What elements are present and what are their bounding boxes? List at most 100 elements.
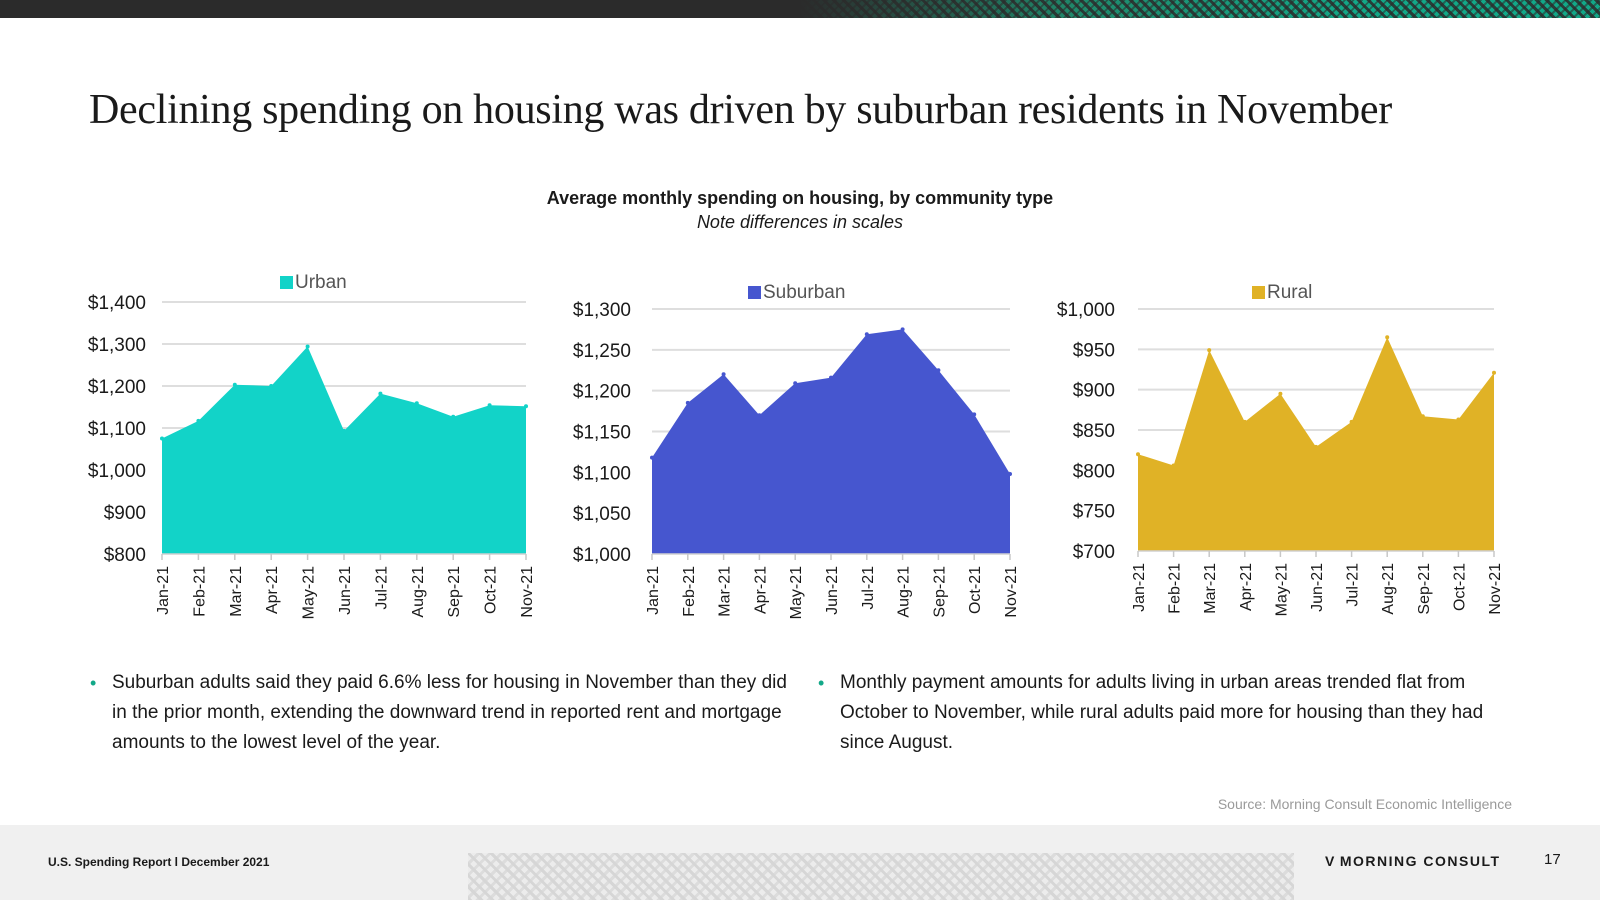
- data-point: [757, 413, 762, 418]
- data-point: [1492, 370, 1496, 375]
- brand-name: MORNING CONSULT: [1339, 853, 1501, 869]
- x-tick-label: Jan-21: [155, 566, 172, 615]
- y-tick-label: $1,150: [573, 423, 631, 444]
- y-tick-label: $1,000: [573, 545, 631, 566]
- y-tick-label: $1,300: [88, 335, 146, 356]
- data-point: [487, 403, 492, 408]
- bullet-item: • Monthly payment amounts for adults liv…: [818, 668, 1520, 758]
- y-tick-label: $1,050: [573, 504, 631, 525]
- top-banner-pattern: [800, 0, 1600, 18]
- legend-swatch: [280, 276, 293, 289]
- bullet-item: • Suburban adults said they paid 6.6% le…: [90, 668, 792, 758]
- y-tick-label: $900: [104, 503, 146, 524]
- data-point: [685, 400, 690, 405]
- y-tick-label: $800: [104, 545, 146, 566]
- area-series-suburban: [652, 329, 1010, 554]
- legend-label: Suburban: [763, 282, 845, 303]
- y-tick-label: $1,300: [573, 300, 631, 321]
- data-point: [1349, 419, 1354, 424]
- y-tick-label: $1,000: [88, 461, 146, 482]
- page-title: Declining spending on housing was driven…: [89, 87, 1392, 133]
- data-point: [900, 327, 905, 332]
- y-tick-label: $700: [1073, 542, 1115, 563]
- area-series-rural: [1138, 337, 1494, 551]
- x-tick-label: Jun-21: [337, 566, 354, 615]
- legend-swatch: [748, 286, 761, 299]
- legend-label: Rural: [1267, 282, 1312, 303]
- x-tick-label: Jun-21: [1309, 563, 1326, 612]
- x-tick-label: Jul-21: [860, 566, 877, 610]
- page-number: 17: [1544, 851, 1561, 868]
- footer: U.S. Spending Report l December 2021 V MO…: [0, 825, 1600, 900]
- data-point: [1207, 348, 1212, 353]
- data-point: [1385, 335, 1390, 340]
- footer-pattern: [468, 853, 1294, 900]
- data-point: [972, 412, 977, 417]
- x-tick-label: Oct-21: [1451, 563, 1468, 611]
- data-point: [378, 391, 383, 396]
- x-tick-label: Nov-21: [519, 566, 536, 618]
- y-tick-label: $1,200: [88, 377, 146, 398]
- legend-label: Urban: [295, 272, 347, 293]
- y-tick-label: $800: [1073, 461, 1115, 482]
- bullet-text: Monthly payment amounts for adults livin…: [840, 672, 1484, 753]
- x-tick-label: Jan-21: [645, 566, 662, 615]
- y-tick-label: $1,100: [573, 463, 631, 484]
- x-tick-label: Mar-21: [228, 566, 245, 617]
- data-point: [829, 375, 833, 380]
- x-tick-label: Aug-21: [1380, 563, 1397, 615]
- bullet-marker: •: [818, 673, 825, 693]
- data-point: [1242, 419, 1247, 424]
- data-point: [1456, 417, 1461, 422]
- data-point: [721, 372, 726, 377]
- data-point: [650, 455, 654, 460]
- x-tick-label: Mar-21: [717, 566, 734, 617]
- x-tick-label: Sep-21: [931, 566, 948, 618]
- x-tick-label: Feb-21: [681, 566, 698, 617]
- x-tick-label: May-21: [788, 566, 805, 619]
- brand-logo: V MORNING CONSULT: [1325, 853, 1501, 869]
- x-tick-label: Jan-21: [1131, 563, 1148, 612]
- data-point: [1136, 452, 1140, 457]
- legend-swatch: [1252, 286, 1265, 299]
- y-tick-label: $850: [1073, 421, 1115, 442]
- data-point: [232, 382, 237, 387]
- data-point: [1008, 472, 1012, 476]
- x-tick-label: Feb-21: [1167, 563, 1184, 614]
- y-tick-label: $1,100: [88, 419, 146, 440]
- x-tick-label: Jul-21: [1345, 563, 1362, 607]
- x-tick-label: Feb-21: [191, 566, 208, 617]
- report-label: U.S. Spending Report l December 2021: [48, 855, 270, 869]
- data-point: [936, 368, 941, 373]
- area-series-urban: [162, 346, 526, 554]
- data-point: [1314, 444, 1318, 449]
- x-tick-label: Sep-21: [1416, 563, 1433, 615]
- x-tick-label: Mar-21: [1202, 563, 1219, 614]
- x-tick-label: Apr-21: [1238, 563, 1255, 611]
- y-tick-label: $1,250: [573, 341, 631, 362]
- top-banner: [0, 0, 1600, 18]
- data-point: [196, 418, 201, 423]
- x-tick-label: May-21: [1273, 563, 1290, 616]
- x-tick-label: Jul-21: [373, 566, 390, 610]
- y-tick-label: $950: [1073, 340, 1115, 361]
- brand-mark-icon: V: [1325, 853, 1336, 869]
- data-point: [1420, 414, 1425, 419]
- data-point: [1171, 463, 1176, 468]
- y-tick-label: $1,400: [88, 293, 146, 314]
- x-tick-label: Oct-21: [483, 566, 500, 614]
- bullet-text: Suburban adults said they paid 6.6% less…: [112, 672, 787, 753]
- x-tick-label: Nov-21: [1003, 566, 1020, 618]
- source-note: Source: Morning Consult Economic Intelli…: [1217, 796, 1512, 812]
- data-point: [793, 381, 798, 386]
- x-tick-label: Sep-21: [446, 566, 463, 618]
- data-point: [305, 344, 310, 349]
- data-point: [524, 404, 528, 409]
- y-tick-label: $1,200: [573, 382, 631, 403]
- x-tick-label: Aug-21: [410, 566, 427, 618]
- chart-note: Note differences in scales: [696, 212, 904, 232]
- x-tick-label: May-21: [301, 566, 318, 619]
- x-tick-label: Aug-21: [896, 566, 913, 618]
- y-tick-label: $750: [1073, 502, 1115, 523]
